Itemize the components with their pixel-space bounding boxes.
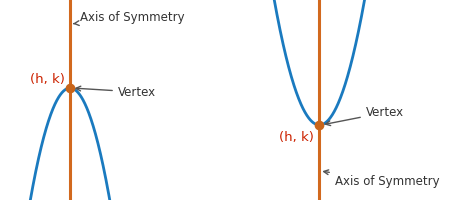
Text: Vertex: Vertex	[76, 86, 156, 99]
Text: (h, k): (h, k)	[279, 131, 314, 144]
Text: Vertex: Vertex	[326, 106, 404, 126]
Text: Axis of Symmetry: Axis of Symmetry	[324, 170, 439, 188]
Text: Axis of Symmetry: Axis of Symmetry	[74, 11, 184, 25]
Text: (h, k): (h, k)	[30, 73, 65, 86]
